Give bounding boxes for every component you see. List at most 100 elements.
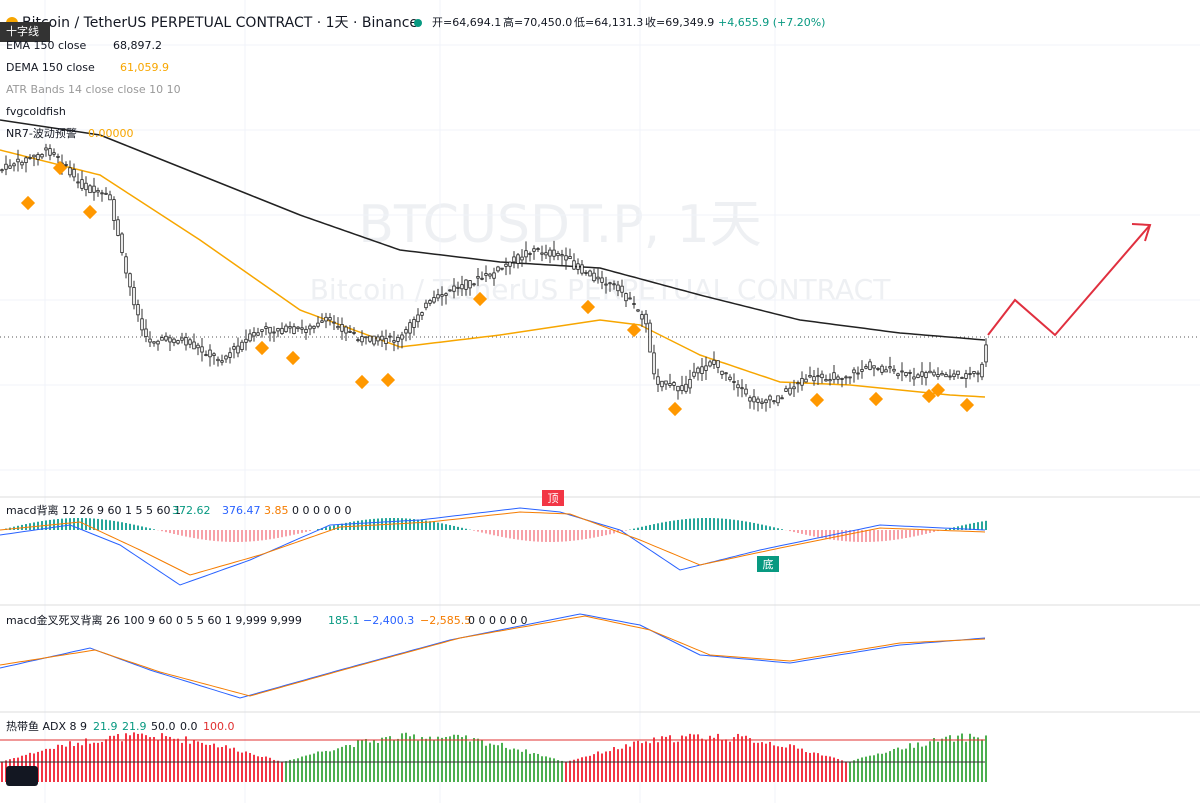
candle [21, 162, 24, 164]
adx-bar [145, 735, 147, 782]
histogram [905, 530, 907, 538]
candle [821, 374, 824, 377]
panel-value: 21.9 [122, 720, 147, 733]
adx-bar [189, 744, 191, 782]
histogram [685, 519, 687, 530]
histogram [233, 530, 235, 542]
indicator-value: 68,897.2 [113, 39, 162, 52]
adx-bar [681, 736, 683, 782]
adx-bar [85, 738, 87, 782]
histogram [453, 526, 455, 530]
candle [845, 377, 848, 378]
adx-bar [569, 761, 571, 782]
histogram [129, 524, 131, 530]
adx-bar [81, 745, 83, 782]
histogram [681, 519, 683, 530]
candle [81, 180, 84, 189]
adx-bar [693, 734, 695, 782]
adx-bar [901, 749, 903, 782]
histogram [577, 530, 579, 540]
histogram [521, 530, 523, 540]
histogram [865, 530, 867, 542]
histogram [601, 530, 603, 536]
candle [937, 375, 940, 377]
candle [725, 373, 728, 374]
candle [569, 256, 572, 258]
candle [449, 290, 452, 291]
adx-bar [621, 749, 623, 782]
adx-bar [825, 756, 827, 782]
candle [693, 372, 696, 376]
candle [825, 379, 828, 380]
adx-bar [541, 756, 543, 782]
histogram [305, 530, 307, 532]
panel-value: 0 0 0 0 0 0 [292, 504, 351, 517]
adx-bar [413, 734, 415, 782]
candle [329, 318, 332, 320]
histogram [461, 528, 463, 530]
histogram [581, 530, 583, 540]
adx-bar [605, 751, 607, 782]
histogram [925, 530, 927, 534]
histogram [493, 530, 495, 535]
histogram [193, 530, 195, 538]
panel-value: −2,400.3 [363, 614, 414, 627]
candle [789, 388, 792, 394]
adx-bar [881, 754, 883, 782]
histogram [957, 526, 959, 530]
histogram [489, 530, 491, 534]
candle [237, 346, 240, 353]
candle [793, 387, 796, 389]
histogram [241, 530, 243, 542]
candle [637, 310, 640, 311]
candle [5, 164, 8, 169]
candle [561, 255, 564, 256]
candle [277, 328, 280, 330]
candle [141, 319, 144, 330]
histogram [205, 530, 207, 540]
candle [757, 399, 760, 402]
histogram [245, 530, 247, 542]
candle [945, 374, 948, 376]
adx-bar [433, 740, 435, 782]
candle [477, 276, 480, 278]
histogram [177, 530, 179, 535]
histogram [793, 530, 795, 532]
candle [473, 284, 476, 285]
candle [969, 373, 972, 374]
candle [805, 379, 808, 382]
histogram [217, 530, 219, 541]
histogram [221, 530, 223, 542]
adx-bar [701, 739, 703, 782]
adx-bar [653, 738, 655, 782]
adx-bar [177, 739, 179, 782]
candle [117, 220, 120, 236]
adx-bar [353, 747, 355, 782]
candle [45, 148, 48, 150]
candle [765, 400, 768, 403]
indicator-value: 0.00000 [88, 127, 134, 140]
candle [705, 366, 708, 371]
adx-bar [205, 745, 207, 782]
candle [809, 375, 812, 376]
adx-bar [801, 749, 803, 782]
adx-bar [89, 744, 91, 782]
candle [973, 372, 976, 374]
candle [593, 273, 596, 281]
adx-bar [925, 746, 927, 782]
candle [165, 336, 168, 340]
signal-diamond [286, 351, 300, 365]
candle [585, 272, 588, 273]
histogram [81, 518, 83, 530]
candle [521, 257, 524, 260]
candle [373, 336, 376, 344]
candle [713, 360, 716, 364]
adx-bar [373, 740, 375, 782]
candle [769, 396, 772, 400]
adx-bar [61, 745, 63, 782]
panel-value: 50.0 [151, 720, 176, 733]
candle [53, 153, 56, 155]
candle [721, 371, 724, 374]
histogram [653, 524, 655, 530]
candle [925, 372, 928, 377]
